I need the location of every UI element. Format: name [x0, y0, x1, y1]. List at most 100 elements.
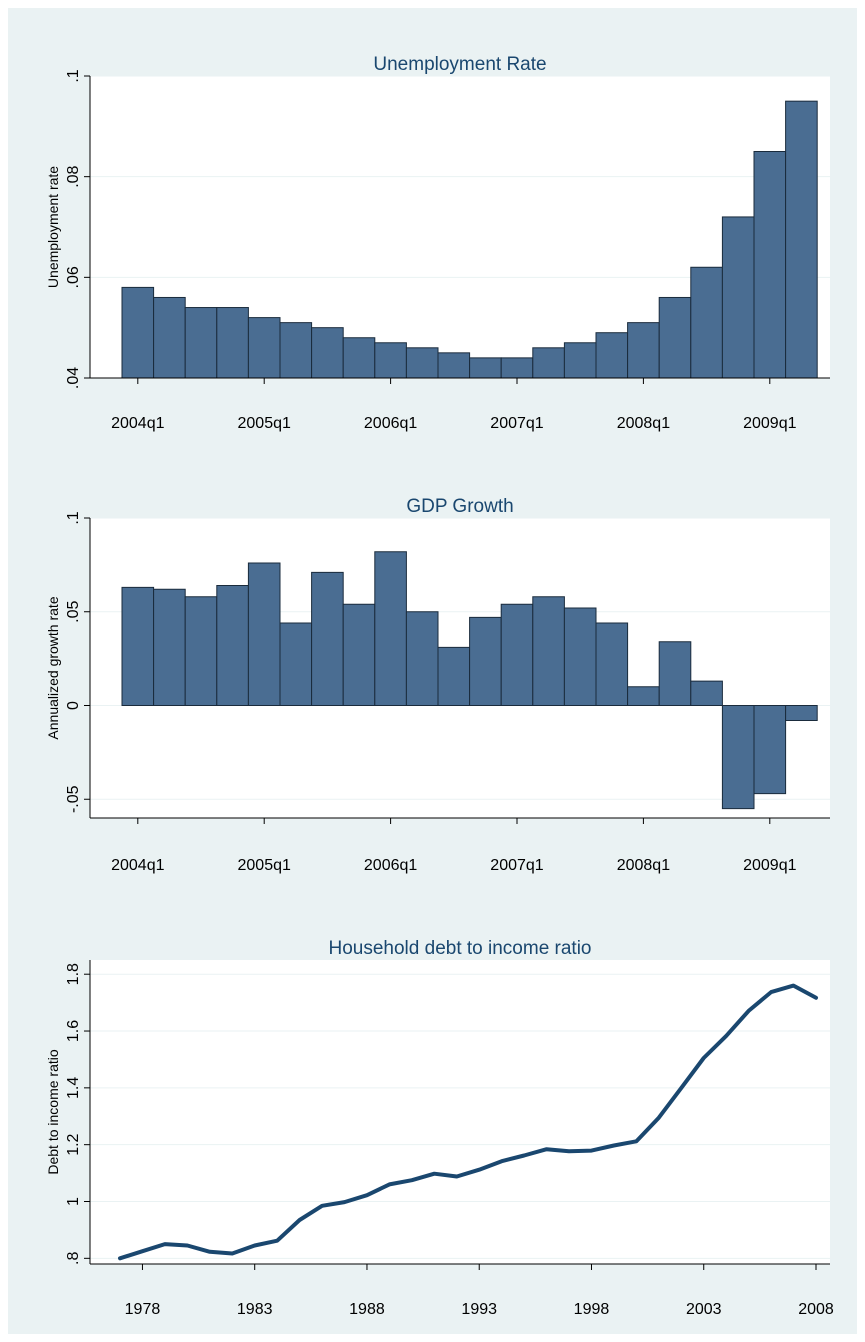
- bar: [279, 622, 313, 706]
- bar: [500, 357, 534, 379]
- x-tick-label: 2007q1: [490, 857, 543, 874]
- bar: [753, 705, 787, 795]
- bar: [627, 686, 660, 706]
- y-axis-label: Annualized growth rate: [45, 596, 61, 739]
- x-tick-label: 2008q1: [617, 857, 670, 874]
- figure-canvas: .04 .06 .08 .1 2004q1 2005q1 2006q1 2007q1 2008…: [45, 54, 834, 1318]
- bar: [785, 100, 818, 379]
- bar: [342, 603, 376, 706]
- bar: [121, 286, 155, 379]
- x-tick-label: 2009q1: [743, 415, 796, 432]
- y-tick-label: .05: [65, 601, 82, 623]
- bar: [405, 347, 439, 379]
- x-ticks: 1978 1983 1988 1993 1998 2003 2008: [125, 1264, 834, 1318]
- bar: [658, 641, 692, 706]
- x-tick-label: 2006q1: [364, 415, 417, 432]
- bar: [216, 585, 249, 706]
- x-tick-label: 2009q1: [743, 857, 796, 874]
- bar: [437, 646, 471, 706]
- bar: [721, 705, 755, 810]
- x-tick-label: 2008q1: [617, 415, 670, 432]
- gdp-growth-chart: -.05 0 .05 .1 2004q1 2005q1 2006q1 2007q1 2008q…: [45, 496, 830, 874]
- plot-area: [90, 960, 830, 1264]
- bar: [311, 327, 344, 379]
- x-tick-label: 2005q1: [238, 415, 291, 432]
- x-tick-label: 1983: [237, 1301, 273, 1318]
- y-ticks: -.05 0 .05 .1: [65, 511, 90, 813]
- y-tick-label: 1: [65, 1197, 82, 1206]
- x-tick-label: 1998: [574, 1301, 610, 1318]
- unemployment-chart: .04 .06 .08 .1 2004q1 2005q1 2006q1 2007q1 2008…: [45, 54, 830, 432]
- bar: [753, 151, 787, 379]
- gridlines: [90, 973, 830, 1259]
- chart-title: Unemployment Rate: [373, 54, 546, 75]
- figure-background: .04 .06 .08 .1 2004q1 2005q1 2006q1 2007q1 2008…: [8, 8, 857, 1334]
- bar: [121, 586, 155, 706]
- x-ticks: 2004q1 2005q1 2006q1 2007q1 2008q1 2009q1: [111, 378, 797, 432]
- bar: [532, 347, 565, 379]
- x-ticks: 2004q1 2005q1 2006q1 2007q1 2008q1 2009q1: [111, 818, 797, 874]
- y-tick-label: -.05: [65, 785, 82, 813]
- x-tick-label: 2004q1: [111, 415, 164, 432]
- y-axis-label: Debt to income ratio: [45, 1049, 61, 1174]
- x-tick-label: 1978: [125, 1301, 161, 1318]
- bar: [311, 571, 344, 706]
- y-axis-label: Unemployment rate: [45, 166, 61, 288]
- line-series: [118, 983, 818, 1261]
- bar: [595, 332, 629, 379]
- x-tick-label: 2004q1: [111, 857, 164, 874]
- y-tick-label: .08: [65, 165, 82, 187]
- bar: [216, 307, 249, 379]
- bar: [690, 266, 723, 379]
- bar: [153, 296, 186, 379]
- bar: [184, 596, 218, 706]
- bar: [563, 607, 597, 706]
- bar: [532, 596, 565, 706]
- y-tick-label: .1: [65, 511, 82, 524]
- y-tick-label: 1.8: [65, 963, 82, 985]
- chart-title: GDP Growth: [406, 496, 513, 517]
- x-tick-label: 2005q1: [238, 857, 291, 874]
- bar: [184, 307, 218, 379]
- bar: [658, 296, 692, 379]
- bars: [121, 100, 818, 379]
- bar: [595, 622, 629, 706]
- y-tick-label: 1.2: [65, 1133, 82, 1155]
- y-tick-label: 1.6: [65, 1020, 82, 1042]
- bar: [374, 342, 407, 379]
- bar: [342, 337, 376, 379]
- y-tick-label: .1: [65, 69, 82, 82]
- x-tick-label: 2007q1: [490, 415, 543, 432]
- y-tick-label: .04: [65, 367, 82, 389]
- x-tick-label: 2006q1: [364, 857, 417, 874]
- x-tick-label: 2003: [686, 1301, 722, 1318]
- y-tick-label: 0: [65, 701, 82, 710]
- bars: [121, 551, 818, 810]
- bar: [563, 342, 597, 379]
- bar: [374, 551, 407, 706]
- y-ticks: .8 1 1.2 1.4 1.6 1.8: [65, 963, 90, 1265]
- bar: [690, 680, 723, 706]
- y-ticks: .04 .06 .08 .1: [65, 69, 90, 389]
- x-tick-label: 1993: [461, 1301, 497, 1318]
- bar: [500, 603, 534, 706]
- y-tick-label: .06: [65, 266, 82, 288]
- bar: [279, 322, 313, 379]
- debt-ratio-line: [118, 983, 818, 1261]
- bar: [469, 357, 502, 379]
- bar: [247, 317, 281, 379]
- bar: [153, 588, 186, 706]
- x-tick-label: 2008: [798, 1301, 834, 1318]
- x-tick-label: 1988: [349, 1301, 385, 1318]
- household-debt-chart: .8 1 1.2 1.4 1.6 1.8 1978 1983 1988 1993 1998 2003…: [45, 938, 834, 1318]
- y-tick-label: .8: [65, 1252, 82, 1265]
- bar: [469, 616, 502, 706]
- bar: [405, 611, 439, 706]
- bar: [247, 562, 281, 706]
- bar: [627, 322, 660, 379]
- bar: [785, 705, 818, 721]
- chart-title: Household debt to income ratio: [329, 938, 592, 959]
- bar: [437, 352, 471, 379]
- bar: [721, 216, 755, 379]
- y-tick-label: 1.4: [65, 1077, 82, 1099]
